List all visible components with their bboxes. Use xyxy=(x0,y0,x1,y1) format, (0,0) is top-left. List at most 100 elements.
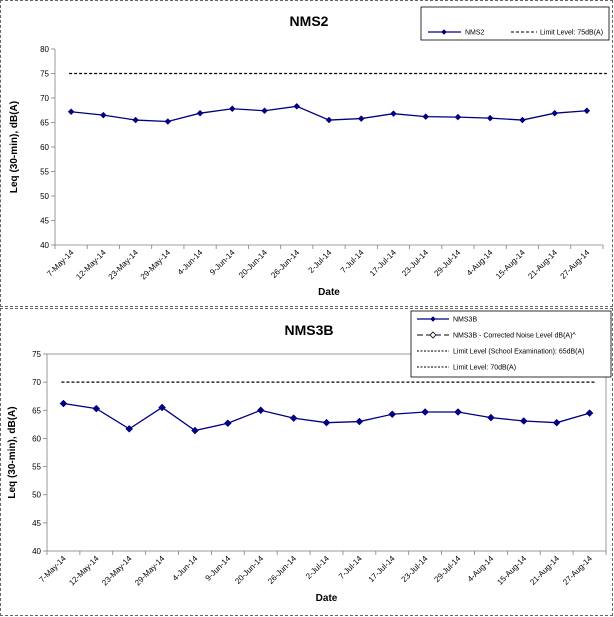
x-tick-label: 21-Aug-14 xyxy=(528,554,561,587)
data-point xyxy=(422,113,430,120)
x-tick-label: 2-Jul-14 xyxy=(307,248,334,275)
x-tick-label: 29-Jul-14 xyxy=(432,554,462,584)
legend-marker-nms2 xyxy=(441,29,447,35)
legend-label: NMS3B xyxy=(453,317,477,324)
y-tick-label: 60 xyxy=(32,434,41,443)
data-point xyxy=(390,110,397,118)
data-point xyxy=(454,408,462,416)
y-tick-label: 55 xyxy=(32,463,41,472)
chart-title: NMS3B xyxy=(284,322,333,338)
y-tick-label: 65 xyxy=(40,119,49,128)
data-point xyxy=(357,115,365,122)
y-axis-label: Leq (30-min), dB(A) xyxy=(9,101,20,193)
x-tick-label: 15-Aug-14 xyxy=(495,554,528,587)
legend-label: Limit Level (School Examination): 65dB(A… xyxy=(453,349,585,356)
y-tick-label: 50 xyxy=(40,192,49,201)
y-tick-label: 65 xyxy=(32,406,41,415)
x-tick-label: 26-Jun-14 xyxy=(266,554,298,586)
y-tick-label: 60 xyxy=(40,143,49,152)
x-tick-label: 17-Jul-14 xyxy=(367,554,397,584)
legend-label: NMS3B - Corrected Noise Level dB(A)^ xyxy=(453,333,576,340)
x-tick-label: 29-Jul-14 xyxy=(432,248,462,278)
x-tick-label: 12-May-14 xyxy=(67,554,101,588)
data-point xyxy=(164,118,172,125)
data-point xyxy=(125,425,134,433)
x-tick-label: 29-May-14 xyxy=(139,248,173,282)
x-tick-label: 17-Jul-14 xyxy=(368,248,398,278)
data-point xyxy=(59,399,68,408)
y-tick-label: 45 xyxy=(32,519,41,528)
x-tick-label: 21-Aug-14 xyxy=(526,248,559,281)
data-point xyxy=(585,409,594,417)
y-tick-label: 75 xyxy=(32,350,41,359)
data-point xyxy=(519,116,526,124)
x-tick-label: 4-Jun-14 xyxy=(176,248,205,277)
y-tick-label: 75 xyxy=(40,70,49,79)
x-tick-label: 2-Jul-14 xyxy=(304,554,331,581)
x-tick-label: 7-May-14 xyxy=(45,248,76,279)
y-tick-label: 55 xyxy=(40,168,49,177)
legend-label: NMS2 xyxy=(465,30,485,37)
data-point xyxy=(322,418,331,427)
x-axis-label: Date xyxy=(316,593,338,604)
x-tick-label: 23-May-14 xyxy=(107,248,141,282)
x-tick-label: 23-Jul-14 xyxy=(400,554,430,584)
legend-box xyxy=(410,310,612,378)
y-tick-label: 70 xyxy=(32,378,41,387)
y-tick-label: 45 xyxy=(40,217,49,226)
legend-marker-corrected xyxy=(429,331,437,339)
x-tick-label: 7-May-14 xyxy=(38,554,69,585)
x-tick-label: 27-Aug-14 xyxy=(559,248,592,281)
chart-panel-nms3b: NMS3B 40 45 50 55 60 65 70 75 7-May-14 12-May-14 23… xyxy=(0,308,613,616)
data-point xyxy=(519,417,528,425)
y-axis-label: Leq (30-min), dB(A) xyxy=(7,406,18,498)
x-tick-label: 23-Jul-14 xyxy=(400,248,430,278)
data-point xyxy=(421,408,430,416)
x-tick-label: 27-Aug-14 xyxy=(561,554,594,587)
x-tick-label: 26-Jun-14 xyxy=(269,248,301,280)
data-point xyxy=(132,116,139,124)
x-tick-label: 23-May-14 xyxy=(100,554,134,588)
x-tick-label: 4-Jun-14 xyxy=(171,554,200,583)
data-point xyxy=(486,114,494,122)
data-point xyxy=(454,113,462,121)
legend-label: Limit Level: 75dB(A) xyxy=(540,30,603,37)
x-tick-label: 29-May-14 xyxy=(133,554,167,588)
legend-box xyxy=(420,6,610,41)
x-tick-label: 20-Jun-14 xyxy=(233,554,265,586)
chart-panel-nms2: NMS2 40 45 50 55 60 65 70 75 80 7-May-14 12-May-14 2… xyxy=(0,0,613,307)
data-point xyxy=(388,410,397,419)
data-point xyxy=(92,404,101,413)
data-point xyxy=(99,111,107,119)
data-point xyxy=(256,406,265,415)
plot-area xyxy=(46,353,607,552)
x-tick-label: 9-Jun-14 xyxy=(208,248,237,277)
chart-nms2: NMS24045505560657075807-May-1412-May-142… xyxy=(9,6,610,298)
data-point xyxy=(552,418,561,427)
data-point xyxy=(158,403,166,412)
x-axis-label: Date xyxy=(318,287,340,298)
data-point xyxy=(289,414,298,423)
data-point xyxy=(551,109,559,117)
data-point xyxy=(67,108,75,116)
y-tick-label: 40 xyxy=(32,547,41,556)
chart-title: NMS2 xyxy=(290,13,329,29)
x-tick-label: 20-Jun-14 xyxy=(237,248,269,280)
data-point xyxy=(487,413,495,422)
x-tick-label: 9-Jun-14 xyxy=(204,554,233,583)
x-tick-label: 15-Aug-14 xyxy=(494,248,527,281)
x-tick-label: 4-Aug-14 xyxy=(466,554,496,584)
x-tick-label: 4-Aug-14 xyxy=(465,248,495,278)
data-point xyxy=(196,109,204,117)
y-tick-label: 70 xyxy=(40,94,49,103)
data-point xyxy=(325,116,333,124)
data-point xyxy=(583,107,591,115)
x-tick-label: 7-Jul-14 xyxy=(337,554,364,581)
y-tick-label: 50 xyxy=(32,491,41,500)
legend-label: Limit Level: 70dB(A) xyxy=(453,365,516,372)
data-point xyxy=(228,105,236,113)
y-tick-label: 80 xyxy=(40,45,49,54)
data-point xyxy=(355,417,364,426)
x-tick-label: 7-Jul-14 xyxy=(339,248,366,275)
